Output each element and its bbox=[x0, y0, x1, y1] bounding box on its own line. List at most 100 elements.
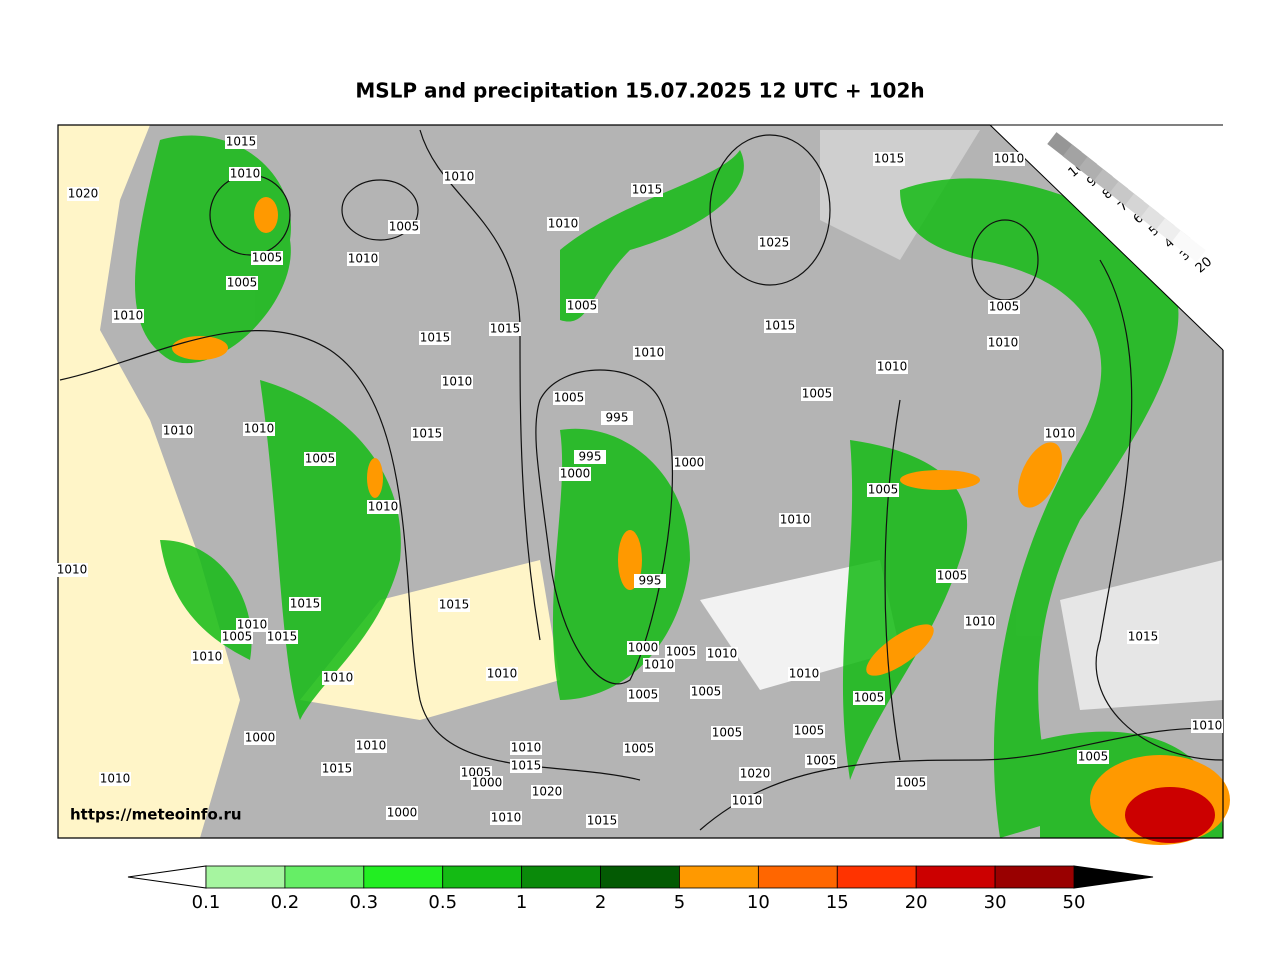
isobar-label: 1015 bbox=[587, 814, 618, 828]
legend-extension-low bbox=[127, 865, 207, 889]
isobar-label: 1010 bbox=[163, 424, 194, 438]
isobar-label-bg bbox=[805, 754, 837, 768]
isobar-label-bg bbox=[673, 456, 705, 470]
isobar-label-bg bbox=[706, 647, 738, 661]
isobar-label-bg bbox=[867, 483, 899, 497]
isobar-label-bg bbox=[386, 806, 418, 820]
isobar-label-bg bbox=[793, 724, 825, 738]
legend-swatch bbox=[284, 865, 365, 889]
isobar-label-bg bbox=[321, 762, 353, 776]
isobar-label: 1010 bbox=[113, 309, 144, 323]
isobar-label: 1005 bbox=[1078, 750, 1109, 764]
isobar-label: 995 bbox=[579, 450, 602, 464]
heavy-precip bbox=[1125, 787, 1215, 843]
isobar-label: 1010 bbox=[988, 336, 1019, 350]
isobar-label-bg bbox=[289, 597, 321, 611]
watermark: https://meteoinfo.ru bbox=[70, 806, 242, 824]
isobar-label-bg bbox=[1127, 630, 1159, 644]
legend-swatch bbox=[600, 865, 680, 889]
isobar-label-bg bbox=[731, 794, 763, 808]
cloud-swatch bbox=[1171, 230, 1206, 263]
isobar-label-bg bbox=[486, 667, 518, 681]
legend-extension-high bbox=[1073, 865, 1154, 889]
isobar-label-bg bbox=[690, 685, 722, 699]
isobar-label: 1015 bbox=[1128, 630, 1159, 644]
isobar-label-bg bbox=[441, 375, 473, 389]
isobar-label: 1015 bbox=[632, 183, 663, 197]
isobar-label: 1010 bbox=[511, 741, 542, 755]
isobar-label: 1000 bbox=[387, 806, 418, 820]
isobar-label-bg bbox=[236, 618, 268, 632]
isobar-label: 1015 bbox=[490, 322, 521, 336]
isobar-label-bg bbox=[67, 187, 99, 201]
legend-swatch bbox=[836, 865, 917, 889]
isobar-label-bg bbox=[627, 641, 659, 655]
isobar-label: 1020 bbox=[68, 187, 99, 201]
isobar-label: 1005 bbox=[567, 299, 598, 313]
isobar-label-bg bbox=[574, 450, 606, 464]
map-border bbox=[57, 124, 1224, 839]
isobar-label: 1010 bbox=[707, 647, 738, 661]
isobar-label: 1010 bbox=[368, 500, 399, 514]
isobar-label-bg bbox=[586, 814, 618, 828]
isobar-label: 1010 bbox=[877, 360, 908, 374]
isobar-label: 1000 bbox=[628, 641, 659, 655]
isobar-label-bg bbox=[936, 569, 968, 583]
isobar-label-bg bbox=[547, 217, 579, 231]
isobar-label-bg bbox=[438, 598, 470, 612]
isobar-label-bg bbox=[162, 424, 194, 438]
isobar-label-bg bbox=[853, 691, 885, 705]
isobar-label: 1015 bbox=[290, 597, 321, 611]
isobar-label-bg bbox=[1044, 427, 1076, 441]
isobar-label-bg bbox=[739, 767, 771, 781]
isobar-label-bg bbox=[643, 658, 675, 672]
isobar-label: 1005 bbox=[222, 630, 253, 644]
isobar-label-bg bbox=[226, 276, 258, 290]
isobar-label-bg bbox=[191, 650, 223, 664]
legend-swatch bbox=[679, 865, 759, 889]
isobar-label: 1000 bbox=[472, 776, 503, 790]
isobar-label: 1010 bbox=[348, 252, 379, 266]
isobar-label-bg bbox=[411, 427, 443, 441]
isobar-label-bg bbox=[627, 688, 659, 702]
map-border bbox=[989, 124, 1224, 351]
isobar-label: 1010 bbox=[230, 167, 261, 181]
isobar-label-bg bbox=[322, 671, 354, 685]
legend-swatch bbox=[521, 865, 601, 889]
isobar-label: 1015 bbox=[765, 319, 796, 333]
isobar-label-bg bbox=[367, 500, 399, 514]
isobar-label: 1005 bbox=[624, 742, 655, 756]
legend-swatch bbox=[915, 865, 996, 889]
legend-tick-label: 0.2 bbox=[271, 892, 300, 913]
isobar-label: 1005 bbox=[554, 391, 585, 405]
isobar-label: 1010 bbox=[1045, 427, 1076, 441]
cloud-scale: 1009080706050403020 bbox=[1047, 132, 1215, 276]
isobar-label: 1020 bbox=[532, 785, 563, 799]
isobar-label-bg bbox=[225, 135, 257, 149]
isobar-label-bg bbox=[388, 220, 420, 234]
legend-tick-label: 1 bbox=[516, 892, 527, 913]
isobar-label: 1015 bbox=[412, 427, 443, 441]
isobar-label: 1010 bbox=[237, 618, 268, 632]
isobar-label: 1010 bbox=[100, 772, 131, 786]
isobar-label: 1005 bbox=[389, 220, 420, 234]
isobar-label: 995 bbox=[606, 411, 629, 425]
isobar-label-bg bbox=[665, 645, 697, 659]
isobar-label: 1010 bbox=[57, 563, 88, 577]
legend-swatch bbox=[994, 865, 1075, 889]
isobar-label-bg bbox=[779, 513, 811, 527]
precip-legend: 0.1 0.2 0.3 0.5 1 2 5 10 15 20 30 50 bbox=[127, 865, 1154, 913]
isobar-label: 1010 bbox=[444, 170, 475, 184]
isobar-label-bg bbox=[1191, 719, 1223, 733]
cloud bbox=[820, 130, 980, 260]
isobar-label: 1010 bbox=[644, 658, 675, 672]
isobar-label-bg bbox=[112, 309, 144, 323]
isobar-labels: 1015101010201005100510101010100510101015… bbox=[56, 135, 1223, 828]
isobar-label-bg bbox=[221, 630, 253, 644]
isobar-label: 1000 bbox=[245, 731, 276, 745]
isobar-label: 1005 bbox=[666, 645, 697, 659]
isobar-label: 1010 bbox=[244, 422, 275, 436]
legend-tick-label: 0.3 bbox=[349, 892, 378, 913]
isobar-label-bg bbox=[873, 152, 905, 166]
